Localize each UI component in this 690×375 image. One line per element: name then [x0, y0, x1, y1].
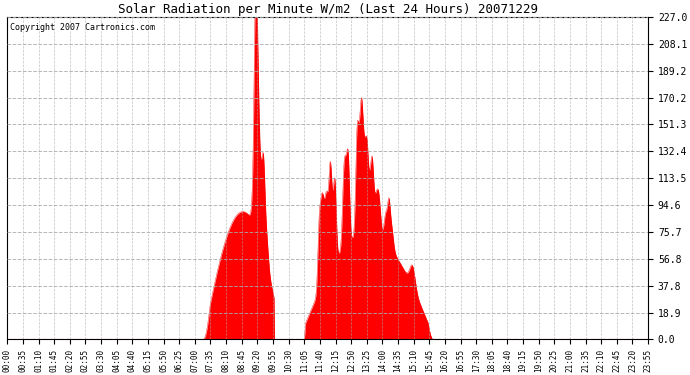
Title: Solar Radiation per Minute W/m2 (Last 24 Hours) 20071229: Solar Radiation per Minute W/m2 (Last 24… [118, 3, 538, 16]
Text: Copyright 2007 Cartronics.com: Copyright 2007 Cartronics.com [10, 23, 155, 32]
